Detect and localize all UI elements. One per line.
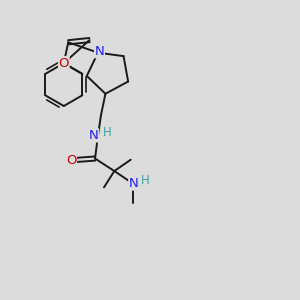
Text: O: O <box>58 57 69 70</box>
Text: N: N <box>89 129 98 142</box>
Text: H: H <box>103 127 111 140</box>
Text: O: O <box>66 154 76 166</box>
Text: N: N <box>94 45 104 58</box>
Text: N: N <box>129 177 139 190</box>
Text: H: H <box>141 174 150 187</box>
